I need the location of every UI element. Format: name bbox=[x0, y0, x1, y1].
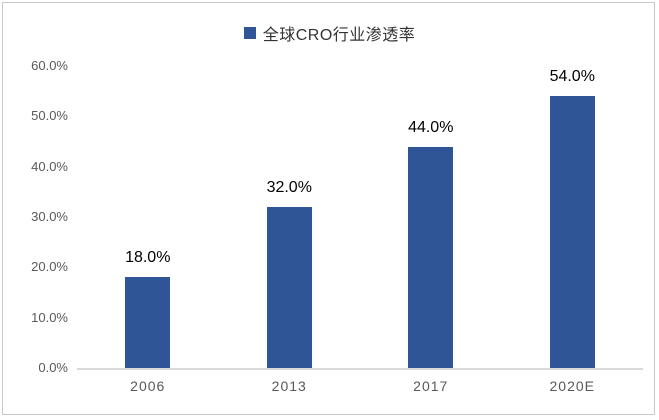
y-axis-tick-label: 0.0% bbox=[38, 360, 68, 375]
bar-2017 bbox=[408, 146, 454, 368]
y-axis-tick-label: 50.0% bbox=[31, 108, 68, 124]
y-axis-tick-label: 60.0% bbox=[31, 58, 68, 73]
x-axis-category-label: 2017 bbox=[413, 378, 449, 394]
x-axis-category-label: 2006 bbox=[130, 378, 166, 394]
y-axis-tick-label: 30.0% bbox=[31, 209, 68, 224]
bar-2020E bbox=[549, 96, 595, 368]
legend: 全球CRO行业渗透率 bbox=[0, 21, 659, 45]
bar-2013 bbox=[266, 206, 312, 368]
y-axis-tick-label: 40.0% bbox=[31, 158, 68, 174]
x-axis-category-label: 2020E bbox=[549, 378, 595, 394]
plot-area: 18.0% 32.0% 44.0% 54.0% bbox=[77, 66, 643, 370]
bar-value-label: 44.0% bbox=[408, 118, 454, 136]
legend-label: 全球CRO行业渗透率 bbox=[262, 27, 416, 44]
bar-2006 bbox=[125, 277, 171, 368]
bar-value-label: 18.0% bbox=[125, 249, 171, 267]
y-axis-tick-label: 10.0% bbox=[31, 309, 68, 325]
bar-value-label: 54.0% bbox=[549, 68, 595, 86]
bar-value-label: 32.0% bbox=[266, 178, 312, 196]
x-axis-category-label: 2013 bbox=[271, 378, 307, 394]
legend-marker-swatch bbox=[243, 27, 256, 39]
y-axis-tick-label: 20.0% bbox=[31, 259, 68, 275]
